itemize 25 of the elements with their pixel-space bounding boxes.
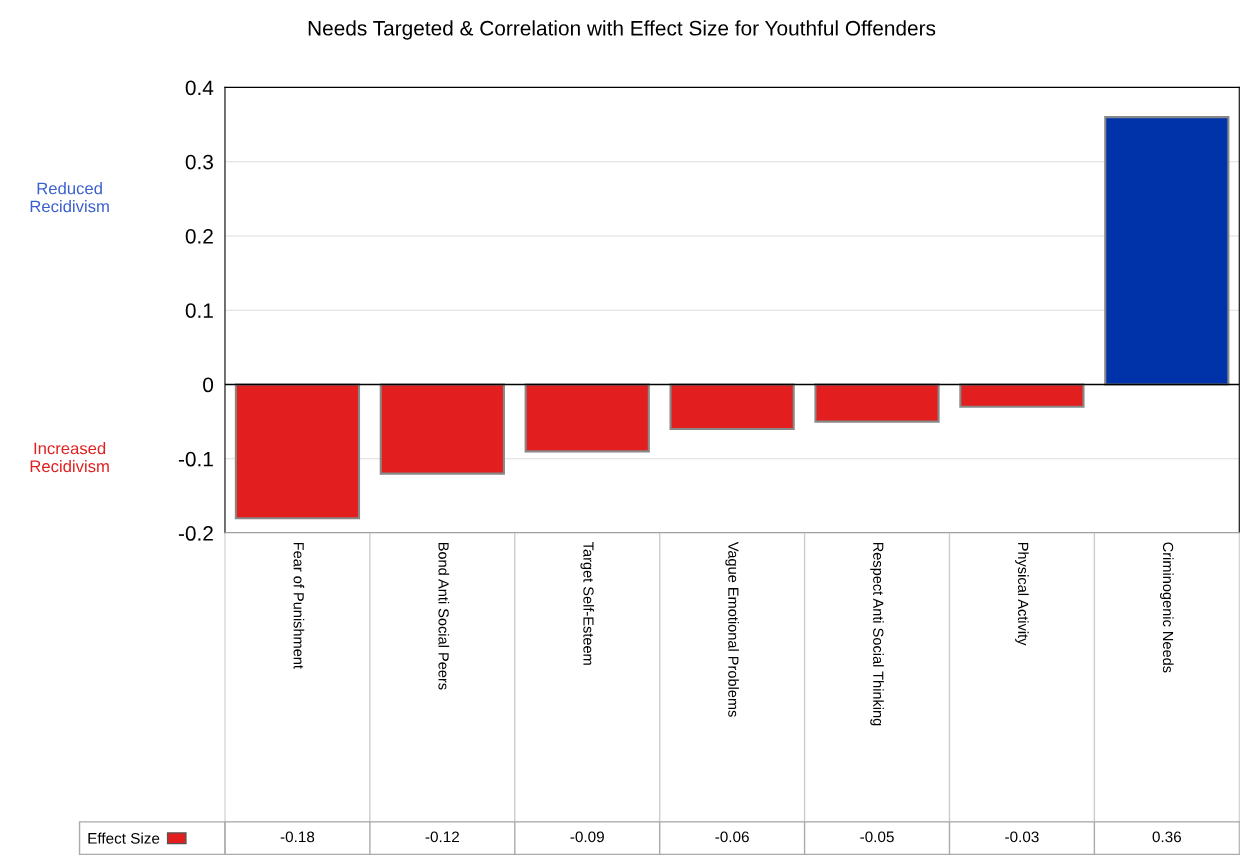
x-tick-label: Criminogenic Needs	[1160, 542, 1174, 673]
y-tick-label: 0.1	[185, 303, 213, 318]
y-tick-label: 0.2	[185, 228, 213, 244]
x-tick-label: Bond Anti Social Peers	[438, 542, 450, 690]
data-label: -0.09	[570, 831, 604, 843]
data-label: -0.12	[425, 831, 459, 843]
y-tick-label: -0.1	[178, 451, 213, 467]
y-tick-label: -0.2	[178, 526, 213, 541]
data-label: -0.03	[1005, 831, 1039, 843]
data-label: -0.18	[280, 831, 315, 843]
x-tick-label: Fear of Punishment	[293, 542, 305, 669]
x-tick-label: Respect Anti Social Thinking	[870, 542, 884, 726]
y-tick-label: 0.4	[185, 80, 214, 96]
y-tick-label: 0	[203, 377, 214, 393]
data-label: 0.36	[1152, 831, 1182, 843]
data-label: -0.05	[860, 831, 894, 843]
chart-title: Needs Targeted & Correlation with Effect Size for Youthful Offenders	[308, 20, 936, 40]
x-tick-label: Vague Emotional Problems	[725, 541, 739, 717]
text: Increased Recidivism	[30, 442, 109, 473]
data-label: -0.06	[715, 831, 749, 843]
x-tick-label: Target Self-Esteem	[580, 542, 595, 665]
x-tick-label: Physical Activity	[1015, 542, 1029, 646]
y-tick-label: 0.3	[185, 154, 213, 170]
text: Reduced Recidivism	[30, 182, 109, 213]
legend-label: Effect Size	[88, 832, 160, 844]
